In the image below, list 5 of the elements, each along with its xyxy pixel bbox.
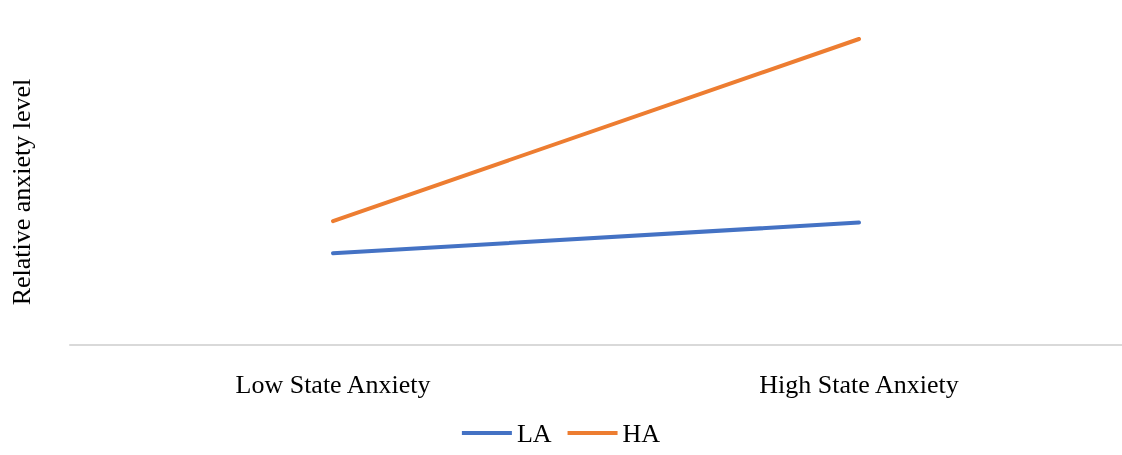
- legend-label: HA: [622, 418, 661, 448]
- y-axis-title: Relative anxiety level: [6, 78, 36, 306]
- x-tick-label: High State Anxiety: [759, 369, 959, 399]
- legend-label: LA: [516, 418, 552, 448]
- x-tick-label: Low State Anxiety: [235, 369, 431, 399]
